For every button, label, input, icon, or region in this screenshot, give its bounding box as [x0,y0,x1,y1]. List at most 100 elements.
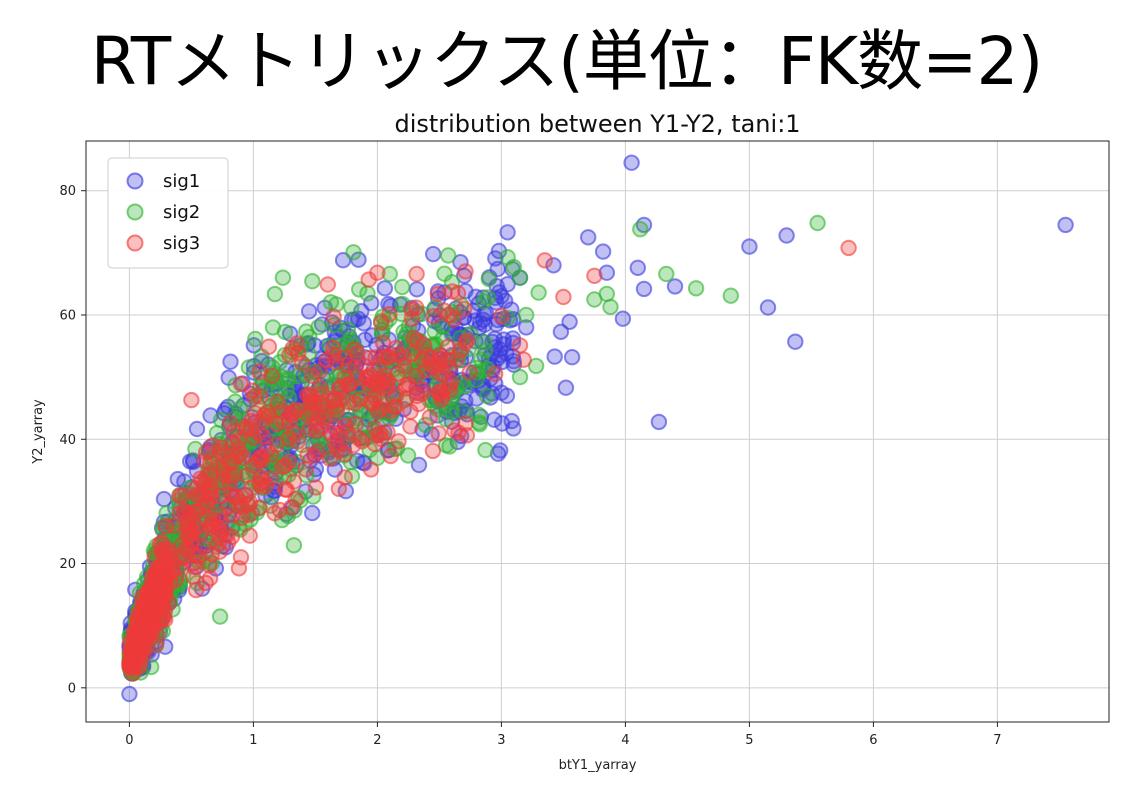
sig3-point [127,642,144,659]
sig3-point [457,263,474,280]
sig2-point [279,370,296,387]
sig2-point [470,414,488,431]
sig3-point [429,285,446,303]
sig3-point [432,383,449,400]
sig3-point [430,425,447,442]
sig1-point [546,348,563,365]
sig3-point [209,519,226,536]
sig2-point [602,298,619,316]
sig3-point [287,491,304,508]
y-tick-label: 80 [59,184,76,199]
sig3-point [347,359,364,376]
sig3-point [380,349,398,366]
sig3-point [325,346,342,364]
sig3-point [225,423,243,440]
x-tick-label: 0 [125,733,133,748]
sig3-point [184,568,202,585]
sig3-point [212,506,229,523]
legend-marker-sig1 [126,172,144,190]
sig3-point [251,424,268,442]
legend-label-sig3: sig3 [163,233,200,254]
sig1-point [759,299,777,316]
sig3-point [260,338,278,355]
sig3-point [307,415,324,432]
sig3-point [346,395,363,412]
sig3-point [241,527,258,544]
sig3-point [379,424,396,441]
sig2-point [632,221,649,238]
sig3-point [373,314,390,331]
sig3-point [426,359,444,376]
sig1-point [169,470,187,488]
sig3-point [144,581,161,598]
sig2-point [247,330,264,348]
sig3-point [266,505,283,522]
sig2-point [285,537,303,554]
sig2-point [530,284,547,301]
sig3-point [263,367,280,385]
sig3-point [555,288,572,306]
sig3-point [222,414,239,431]
sig3-point [171,487,188,504]
plot-frame [85,140,1110,723]
sig3-point [382,447,399,465]
sig3-point [424,442,442,460]
sig1-point [666,278,684,295]
sig3-point [202,454,219,471]
sig3-point [345,437,362,454]
sig2-point [274,269,292,286]
sig2-point [480,270,497,288]
sig1-point [635,280,653,298]
sig3-point [398,390,415,407]
sig3-point [403,310,420,327]
sig3-point [458,332,476,349]
sig1-point [598,264,615,281]
y-tick-label: 40 [59,433,76,448]
sig1-point [778,227,795,244]
sig3-point [336,469,353,486]
sig2-point [440,247,457,264]
sig3-point [297,461,314,478]
sig2-point [426,323,443,340]
sig3-point [304,367,321,384]
sig1-point [452,254,469,271]
sig3-point [586,267,603,284]
sig1-point [741,238,758,255]
sig3-point [187,547,204,564]
sig2-point [455,403,472,420]
sig3-point [177,503,194,520]
sig1-point [557,379,575,396]
sig3-point [331,379,349,396]
sig2-point [276,323,294,341]
sig3-point [390,433,407,450]
sig2-point [722,287,739,304]
sig2-point [212,411,230,429]
sig3-point [413,385,430,402]
sig1-point [499,224,516,241]
sig3-point [232,549,250,566]
sig3-point [203,546,220,563]
chart-title: distribution between Y1-Y2, tani:1 [394,110,800,138]
sig3-point [221,474,239,491]
x-axis-label: btY1_yarray [559,758,637,773]
sig2-point [345,244,362,261]
sig2-point [310,318,327,336]
sig3-point [223,528,241,545]
legend-marker-sig3 [126,234,144,252]
sig3-point [423,350,440,367]
sig2-point [518,306,535,324]
sig3-point [382,402,399,420]
sig3-point [366,435,383,453]
sig3-point [372,393,389,410]
sig3-point [450,424,467,441]
sig1-point [650,413,668,431]
sig1-point [629,259,646,276]
sig1-point [552,323,570,340]
sig1-point [304,504,321,522]
sig3-point [184,533,202,550]
sig3-point [197,574,214,592]
sig3-point [269,393,286,411]
ticks-layer: 0 1 2 3 4 5 6 7 0 20 40 60 80 [59,184,1001,748]
sig1-point [505,420,522,437]
